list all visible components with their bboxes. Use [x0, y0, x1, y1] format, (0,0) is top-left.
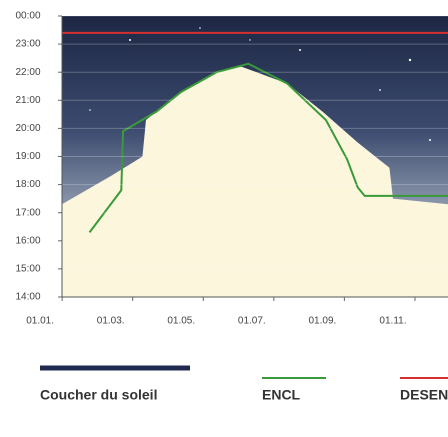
y-tick-label: 20:00: [15, 123, 40, 134]
stars: [89, 27, 431, 141]
y-tick-label: 23:00: [15, 39, 40, 50]
x-tick-label: 01.05.: [167, 316, 195, 327]
series-line: [88, 62, 448, 233]
x-tick-label: 01.01.: [26, 316, 54, 327]
y-tick-label: 15:00: [15, 264, 40, 275]
x-tick-label: 01.07.: [238, 316, 266, 327]
sky-area: [62, 16, 448, 205]
legend-label: DESENCL: [400, 387, 448, 403]
y-tick-label: 19:00: [15, 151, 40, 162]
x-tick-label: 01.09.: [308, 316, 336, 327]
y-tick-label: 21:00: [15, 95, 40, 106]
y-tick-label: 18:00: [15, 179, 40, 190]
legend-label: Coucher du soleil: [40, 387, 157, 403]
legend-label: ENCL: [262, 387, 301, 403]
x-tick-label: 01.11.: [379, 316, 406, 327]
y-tick-label: 16:00: [15, 235, 40, 246]
x-tick-label: 01.03.: [97, 316, 125, 327]
y-tick-label: 22:00: [15, 67, 40, 78]
y-tick-label: 17:00: [15, 207, 40, 218]
y-tick-label: 00:00: [15, 11, 40, 22]
y-tick-label: 14:00: [15, 292, 40, 303]
